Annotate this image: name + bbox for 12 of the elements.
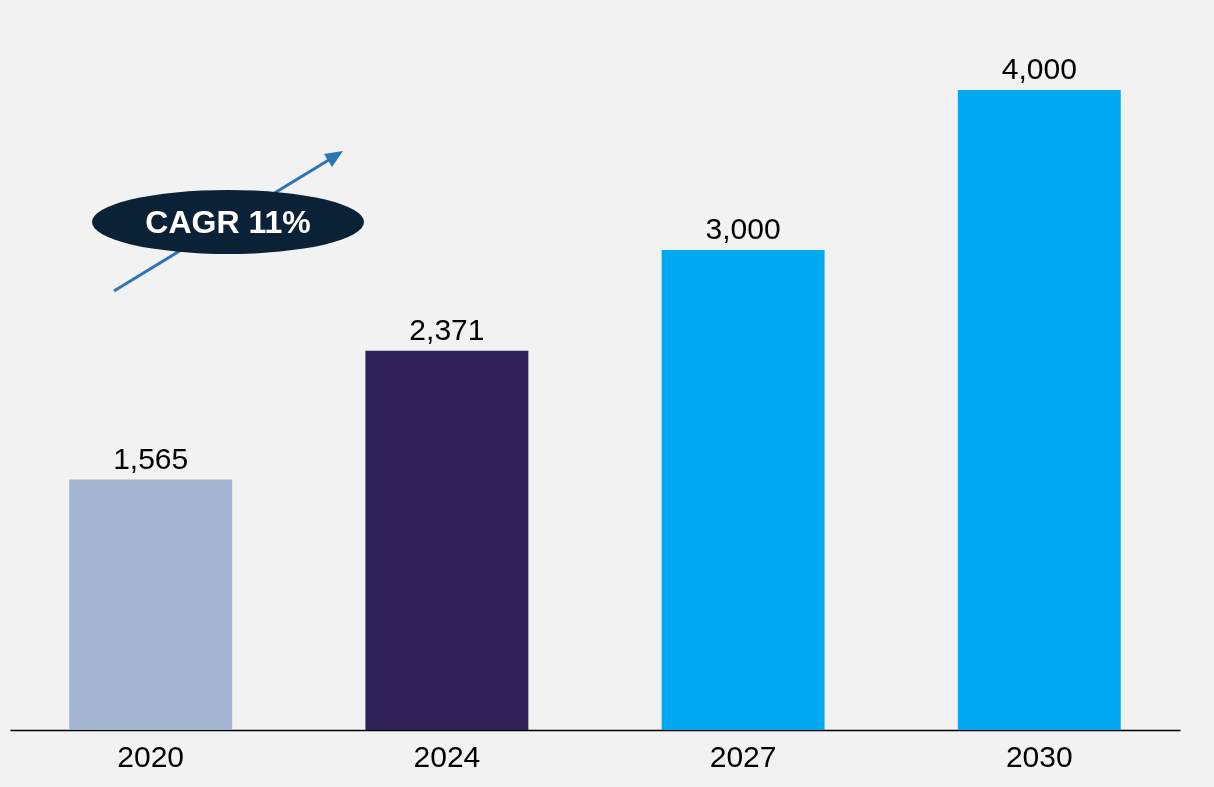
x-tick-label: 2030: [1005, 739, 1073, 773]
bar: [365, 350, 529, 730]
x-tick-label: 2027: [709, 739, 777, 773]
x-tick-label: 2024: [413, 739, 481, 773]
bar: [957, 90, 1121, 730]
bar: [661, 250, 825, 730]
bar: [69, 479, 233, 730]
data-label: 3,000: [705, 212, 781, 245]
data-label: 1,565: [113, 441, 189, 475]
data-label: 2,371: [409, 312, 485, 346]
data-label: 4,000: [1001, 52, 1077, 85]
x-tick-label: 2020: [117, 739, 185, 773]
